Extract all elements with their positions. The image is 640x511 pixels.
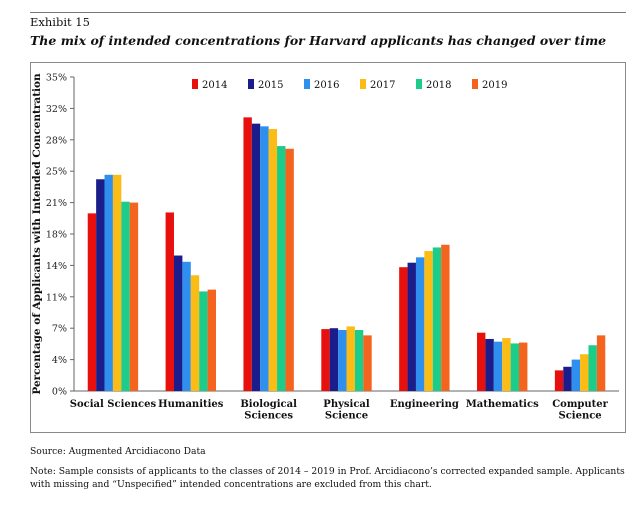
bar-2018 <box>354 329 364 391</box>
legend-swatch-2014 <box>192 79 198 89</box>
bar-2014 <box>87 213 97 391</box>
bar-2014 <box>554 370 564 391</box>
x-tick-label: Engineering <box>390 399 459 410</box>
bar-2019 <box>441 244 450 391</box>
bar-2017 <box>112 174 122 391</box>
bar-2018 <box>121 201 130 391</box>
bar-2018 <box>588 345 597 391</box>
bar-2016 <box>415 257 425 391</box>
bar-2019 <box>363 335 372 391</box>
x-tick-label: Biological <box>240 399 297 410</box>
y-tick-label: 4% <box>52 355 67 366</box>
y-tick-label: 7% <box>52 324 67 335</box>
bar-2015 <box>485 338 494 391</box>
bar-2014 <box>477 332 486 391</box>
legend-swatch-2015 <box>248 79 254 89</box>
bar-2014 <box>165 212 174 391</box>
bar-2019 <box>519 342 528 391</box>
y-tick-label: 21% <box>46 198 67 209</box>
legend-label: 2015 <box>258 80 283 91</box>
bar-2017 <box>502 338 511 391</box>
bar-2016 <box>182 261 191 391</box>
legend-swatch-2018 <box>416 79 422 89</box>
bar-2019 <box>129 202 139 391</box>
bar-2015 <box>407 262 416 391</box>
bar-2015 <box>96 179 105 391</box>
chart-frame: 0% 4% 7% 11% 14% 18% 21% 25% 28% 32% 35% Percentage… <box>30 62 626 433</box>
legend-swatch-2017 <box>360 79 366 89</box>
bar-2014 <box>243 117 252 391</box>
chart-title: The mix of intended concentrations for H… <box>30 33 607 48</box>
bar-2014 <box>399 267 408 391</box>
exhibit-label: Exhibit 15 <box>30 15 90 29</box>
bar-2018 <box>199 291 208 391</box>
legend-swatch-2019 <box>472 79 478 89</box>
bar-2016 <box>571 359 581 391</box>
x-tick-label: Humanities <box>158 399 224 410</box>
legend-label: 2014 <box>202 80 227 91</box>
y-tick-label: 18% <box>46 230 67 241</box>
legend-label: 2017 <box>370 80 395 91</box>
top-rule <box>30 12 626 13</box>
source-text: Source: Augmented Arcidiacono Data <box>30 446 206 457</box>
bar-2017 <box>268 129 278 391</box>
x-tick-label: Sciences <box>244 411 293 422</box>
y-tick-label: 14% <box>46 261 67 272</box>
bar-2014 <box>321 329 330 391</box>
bar-2017 <box>346 326 355 391</box>
legend-label: 2018 <box>426 80 451 91</box>
bar-2017 <box>580 354 589 391</box>
bar-2016 <box>338 329 347 391</box>
y-tick-label: 11% <box>46 292 67 303</box>
note-text: Note: Sample consists of applicants to t… <box>30 466 625 490</box>
legend-label: 2019 <box>482 80 507 91</box>
bar-2019 <box>596 335 606 391</box>
x-tick-label: Science <box>325 411 368 422</box>
x-tick-label: Physical <box>323 399 370 410</box>
bar-2015 <box>251 123 261 391</box>
bar-chart: 0% 4% 7% 11% 14% 18% 21% 25% 28% 32% 35%Percentage… <box>31 73 619 422</box>
bar-2015 <box>563 366 572 391</box>
bar-2016 <box>260 126 269 391</box>
x-tick-label: Computer <box>552 399 608 410</box>
y-tick-label: 28% <box>46 135 67 146</box>
bar-2019 <box>207 289 216 391</box>
legend-swatch-2016 <box>304 79 310 89</box>
y-tick-label: 0% <box>52 387 67 398</box>
y-tick-label: 25% <box>46 167 67 178</box>
bar-2017 <box>424 251 433 391</box>
y-tick-label: 32% <box>46 104 67 115</box>
bar-2018 <box>432 247 442 391</box>
bar-2016 <box>104 174 113 391</box>
y-axis-title: Percentage of Applicants with Intended C… <box>31 73 43 395</box>
x-tick-label: Social Sciences <box>70 399 157 410</box>
y-tick-label: 35% <box>46 73 67 84</box>
x-tick-label: Mathematics <box>466 399 539 410</box>
legend-label: 2016 <box>314 80 339 91</box>
bar-2015 <box>329 328 339 391</box>
bar-2018 <box>277 146 286 391</box>
bar-2019 <box>285 148 294 391</box>
bar-2017 <box>190 275 200 391</box>
bar-2016 <box>493 341 503 391</box>
bar-2015 <box>173 255 183 391</box>
bar-2018 <box>510 343 520 391</box>
x-tick-label: Science <box>558 411 601 422</box>
